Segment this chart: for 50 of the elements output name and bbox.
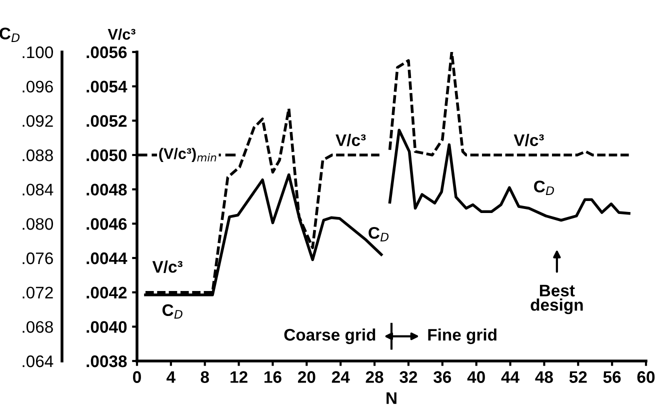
y-tick-label: .0044 — [86, 252, 128, 264]
x-tick-label: 32 — [400, 371, 418, 383]
annotation: C$_{D}$ — [534, 180, 554, 195]
annotation: Best design — [530, 284, 583, 314]
y-tick-label: .0042 — [86, 286, 127, 299]
x-tick-label: 60 — [637, 371, 655, 383]
x-tick-label: 24 — [332, 371, 350, 383]
annotation: V/c³ — [514, 134, 544, 146]
y2-tick-label: .064 — [22, 355, 54, 368]
y2-tick-label: .068 — [22, 321, 53, 333]
y2-tick-label: .096 — [22, 80, 53, 93]
y2-tick-label: .072 — [22, 286, 53, 299]
x-tick-label: 8 — [200, 371, 209, 383]
x-tick-label: 48 — [535, 371, 553, 383]
y2-tick-label: .080 — [22, 218, 54, 230]
y-tick-label: .0040 — [86, 321, 127, 333]
x-tick-label: 52 — [569, 371, 587, 383]
x-tick-label: 56 — [603, 371, 621, 383]
y-tick-label: .0050 — [86, 149, 127, 162]
line-series — [388, 128, 630, 222]
x-tick-label: 20 — [298, 371, 316, 383]
x-tick-label: 44 — [501, 371, 520, 383]
x-tick-label: 28 — [366, 371, 384, 383]
annotation: V/c³ — [152, 260, 182, 273]
annotation: V/c³ — [336, 134, 366, 146]
x-tick-label: 12 — [230, 371, 248, 383]
x-tick-label: 4 — [166, 371, 176, 383]
y-tick-label: .0048 — [86, 184, 127, 196]
ref-line-label: (V/c³)$_{min}$ — [159, 148, 216, 162]
y-tick-label: .0038 — [86, 355, 127, 368]
annotation: C$_{D}$ — [368, 226, 389, 242]
x-tick-label: 0 — [133, 371, 141, 383]
y2-tick-label: .092 — [22, 115, 53, 127]
annotation: Fine grid — [428, 328, 496, 344]
y-tick-label: .0056 — [86, 46, 127, 58]
y2-tick-label: .088 — [22, 149, 53, 162]
annotation: C$_{D}$ — [162, 304, 182, 319]
y2-tick-label: .084 — [22, 184, 54, 196]
x-tick-label: 16 — [264, 371, 282, 383]
y-tick-label: .0046 — [86, 218, 127, 230]
y2-tick-label: .100 — [22, 46, 54, 58]
y-tick-label: .0054 — [86, 80, 128, 93]
annotation: Coarse grid — [284, 328, 376, 344]
x-tick-label: 36 — [434, 371, 452, 383]
y-tick-label: .0052 — [86, 115, 127, 127]
y-axis-title: V/c³ — [108, 28, 136, 40]
x-tick-label: 40 — [467, 371, 485, 383]
y2-tick-label: .076 — [22, 252, 53, 264]
y2-axis-title: C$_{D}$ — [0, 28, 20, 42]
x-axis-title: N — [386, 392, 396, 404]
